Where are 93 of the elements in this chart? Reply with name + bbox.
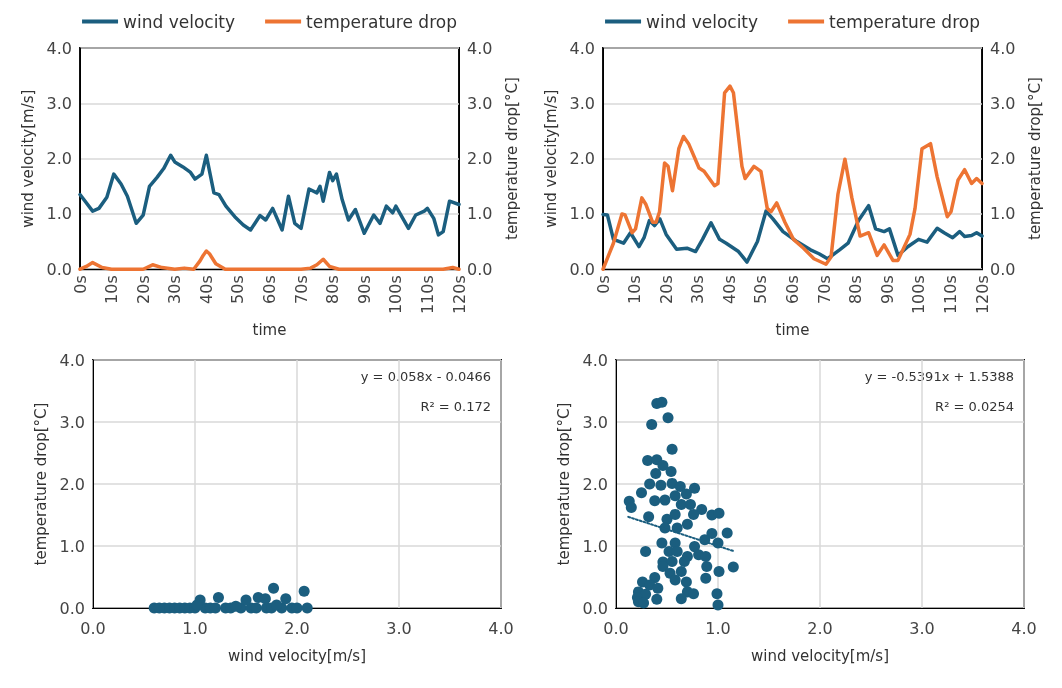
x-axis-title: time xyxy=(775,320,810,339)
y-tick-label: 3.0 xyxy=(569,93,595,113)
x-tick-label: 90s xyxy=(877,275,897,304)
x-tick-label: 30s xyxy=(165,275,185,304)
legend-label: wind velocity xyxy=(646,11,759,32)
y2-tick-label: 0.0 xyxy=(990,259,1016,279)
y2-tick-label: 2.0 xyxy=(467,149,493,169)
y2-tick-label: 1.0 xyxy=(467,204,493,224)
y-tick-label: 4.0 xyxy=(59,350,85,370)
x-tick-label: 0.0 xyxy=(80,618,106,638)
y-tick-label: 3.0 xyxy=(46,93,72,113)
line-series xyxy=(601,203,984,264)
legend-label: wind velocity xyxy=(123,11,236,32)
line-series xyxy=(78,153,461,237)
point xyxy=(280,593,292,605)
x-tick-label: 1.0 xyxy=(705,618,731,638)
y2-tick-label: 2.0 xyxy=(990,149,1016,169)
y-tick-label: 2.0 xyxy=(569,149,595,169)
y-axis-title: wind velocity[m/s] xyxy=(18,89,37,228)
x-axis-title: wind velocity[m/s] xyxy=(750,646,890,665)
legend-label: temperature drop xyxy=(306,11,457,32)
x-tick-label: 3.0 xyxy=(386,618,412,638)
x-tick-label: 2.0 xyxy=(284,618,310,638)
legend-label: temperature drop xyxy=(829,11,980,32)
x-tick-label: 30s xyxy=(688,275,708,304)
x-tick-label: 10s xyxy=(102,275,122,304)
point xyxy=(301,602,313,614)
x-tick-label: 60s xyxy=(783,275,802,304)
y2-tick-label: 3.0 xyxy=(467,93,493,113)
point xyxy=(298,585,310,597)
y2-tick-label: 1.0 xyxy=(990,204,1016,224)
x-tick-label: 100s xyxy=(909,275,929,315)
y2-tick-label: 4.0 xyxy=(467,38,493,58)
x-tick-label: 100s xyxy=(386,275,406,315)
x-tick-label: 4.0 xyxy=(1011,618,1037,638)
x-tick-label: 40s xyxy=(719,275,739,304)
y-tick-label: 1.0 xyxy=(59,536,85,556)
y-axis-title: temperature drop[°C] xyxy=(31,402,50,566)
y2-axis-title: temperature drop[°C] xyxy=(1025,77,1044,241)
y-tick-label: 2.0 xyxy=(46,149,72,169)
annotation: y = -0.5391x + 1.5388 xyxy=(864,369,1014,384)
x-axis-title: wind velocity[m/s] xyxy=(227,646,367,665)
annotation: R² = 0.0254 xyxy=(935,399,1014,414)
y-tick-label: 2.0 xyxy=(582,474,608,494)
y-tick-label: 1.0 xyxy=(569,204,595,224)
y-tick-label: 2.0 xyxy=(59,474,85,494)
x-tick-label: 60s xyxy=(260,275,279,304)
point xyxy=(212,591,224,603)
x-tick-label: 3.0 xyxy=(909,618,935,638)
x-tick-label: 2.0 xyxy=(807,618,833,638)
x-tick-label: 0s xyxy=(70,275,90,294)
x-tick-label: 20s xyxy=(656,275,676,304)
x-tick-label: 0.0 xyxy=(603,618,629,638)
x-tick-label: 40s xyxy=(196,275,216,304)
y-tick-label: 0.0 xyxy=(59,598,85,618)
y-tick-label: 0.0 xyxy=(582,598,608,618)
x-tick-label: 120s xyxy=(449,275,469,315)
x-tick-label: 80s xyxy=(846,275,866,304)
y-tick-label: 0.0 xyxy=(46,259,72,279)
annotation: y = 0.058x - 0.0466 xyxy=(360,369,491,384)
point xyxy=(240,594,252,606)
x-tick-label: 1.0 xyxy=(182,618,208,638)
x-tick-label: 90s xyxy=(354,275,374,304)
x-tick-label: 10s xyxy=(625,275,645,304)
x-tick-label: 110s xyxy=(417,275,437,315)
x-tick-label: 70s xyxy=(291,275,311,304)
y-axis-title: wind velocity[m/s] xyxy=(541,89,560,228)
y-tick-label: 1.0 xyxy=(46,204,72,224)
x-tick-label: 50s xyxy=(751,275,771,304)
y-tick-label: 4.0 xyxy=(582,350,608,370)
x-tick-label: 0s xyxy=(593,275,613,294)
y-axis-title: temperature drop[°C] xyxy=(554,402,573,566)
y-tick-label: 3.0 xyxy=(59,412,85,432)
y2-tick-label: 3.0 xyxy=(990,93,1016,113)
point xyxy=(271,599,283,611)
y-tick-label: 4.0 xyxy=(569,38,595,58)
y-tick-label: 0.0 xyxy=(569,259,595,279)
point xyxy=(268,582,280,594)
y2-axis-title: temperature drop[°C] xyxy=(502,77,521,241)
x-tick-label: 120s xyxy=(972,275,992,315)
annotation: R² = 0.172 xyxy=(420,399,491,414)
x-tick-label: 50s xyxy=(228,275,248,304)
x-tick-label: 80s xyxy=(323,275,343,304)
x-tick-label: 70s xyxy=(814,275,834,304)
x-axis-title: time xyxy=(252,320,287,339)
x-tick-label: 110s xyxy=(940,275,960,315)
y2-tick-label: 4.0 xyxy=(990,38,1016,58)
y-tick-label: 1.0 xyxy=(582,536,608,556)
y-tick-label: 3.0 xyxy=(582,412,608,432)
x-tick-label: 20s xyxy=(133,275,153,304)
y-tick-label: 4.0 xyxy=(46,38,72,58)
y2-tick-label: 0.0 xyxy=(467,259,493,279)
x-tick-label: 4.0 xyxy=(488,618,514,638)
